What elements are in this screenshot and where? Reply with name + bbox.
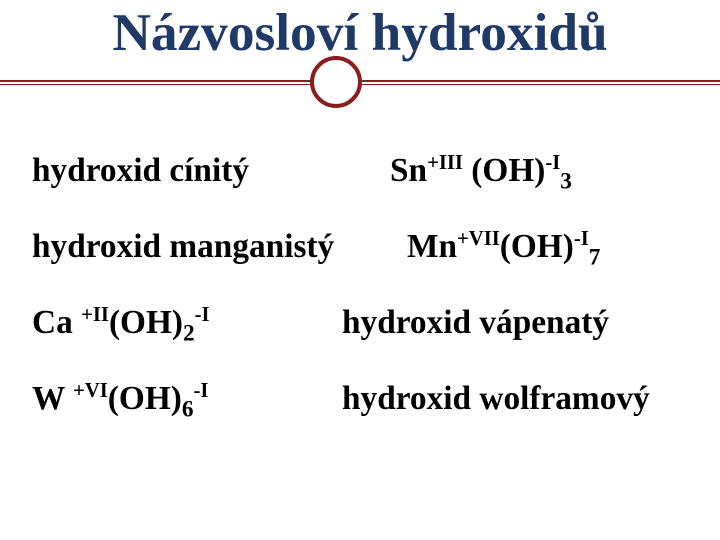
slide-title: Názvosloví hydroxidů — [112, 4, 607, 60]
row-left: hydroxid cínitý — [32, 152, 249, 190]
slide: Názvosloví hydroxidů hydroxid cínitý Sn+I… — [0, 0, 720, 540]
row-right: hydroxid vápenatý — [342, 304, 609, 342]
content-row: W +VI(OH)6-I hydroxid wolframový — [30, 380, 700, 418]
row-left: W +VI(OH)6-I — [32, 380, 208, 418]
divider-circle — [310, 56, 362, 108]
content-area: hydroxid cínitý Sn+III (OH)-I3 hydroxid ma… — [30, 152, 700, 456]
content-row: hydroxid cínitý Sn+III (OH)-I3 — [30, 152, 700, 190]
row-right: Sn+III (OH)-I3 — [390, 152, 572, 190]
row-left: hydroxid manganistý — [32, 228, 334, 266]
row-left: Ca +II(OH)2-I — [32, 304, 210, 342]
row-right: Mn+VII(OH)-I7 — [407, 228, 600, 266]
title-area: Názvosloví hydroxidů — [0, 0, 720, 60]
content-row: Ca +II(OH)2-I hydroxid vápenatý — [30, 304, 700, 342]
row-right: hydroxid wolframový — [342, 380, 650, 418]
content-row: hydroxid manganistý Mn+VII(OH)-I7 — [30, 228, 700, 266]
